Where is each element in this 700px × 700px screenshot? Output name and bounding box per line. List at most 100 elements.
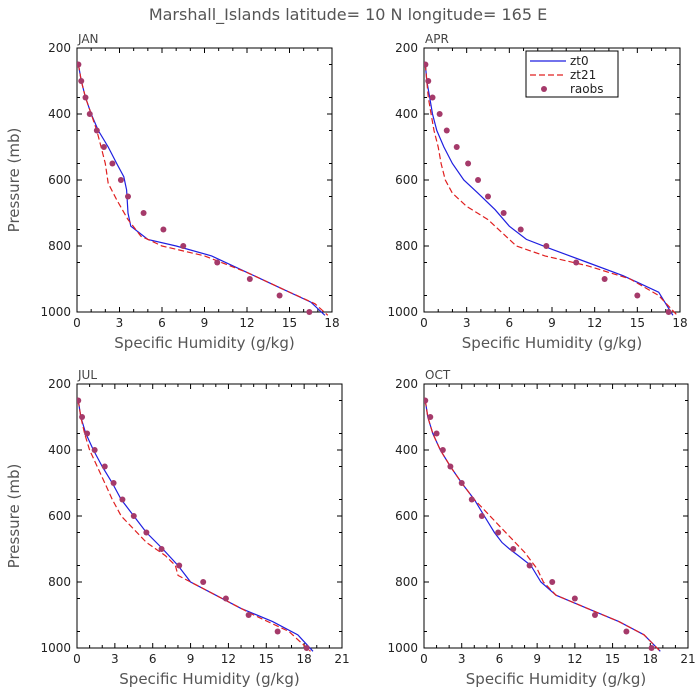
raobs-point [485,193,491,200]
raobs-point [303,645,310,651]
raobs-point [117,177,124,183]
raobs-point [468,496,475,503]
raobs-point [222,595,229,602]
zt0-line [424,64,674,316]
y-tick-label: 1000 [40,641,71,655]
raobs-point [77,397,82,404]
x-tick-label: 6 [506,316,514,330]
series-group [424,61,678,316]
raobs-point [475,177,482,183]
raobs-point [82,94,89,101]
x-tick-label: 12 [587,316,602,330]
x-tick-label: 15 [630,316,645,330]
raobs-point [125,193,131,200]
raobs-point [424,397,429,404]
raobs-point [77,61,82,68]
raobs-point [443,127,450,134]
raobs-point [101,463,108,470]
x-tick-label: 0 [420,316,428,330]
raobs-point [433,430,440,437]
x-tick-label: 9 [201,316,209,330]
raobs-point [160,226,167,233]
y-axis-label: Pressure (mb) [5,464,23,569]
y-axis-label: Pressure (mb) [5,128,23,233]
legend-marker-raobs [541,86,547,92]
panel-title: JUL [77,368,97,382]
raobs-point [436,111,443,117]
x-axis-label: Specific Humidity (g/kg) [119,670,299,688]
raobs-point [306,309,313,315]
x-tick-label: 0 [73,652,81,666]
raobs-point [571,595,578,602]
y-tick-label: 200 [48,377,71,391]
raobs-point [276,292,283,299]
y-tick-label: 600 [48,509,71,523]
raobs-point [79,414,86,420]
raobs-point [200,579,207,585]
raobs-point [143,529,150,536]
x-tick-label: 18 [672,316,687,330]
raobs-point [246,276,253,282]
series-group [424,397,661,652]
x-tick-label: 3 [463,316,471,330]
legend-label-zt21: zt21 [570,68,596,82]
y-tick-label: 200 [395,377,418,391]
raobs-point [84,430,91,437]
raobs-point [140,210,147,216]
raobs-point [158,546,165,552]
y-tick-label: 800 [395,239,418,253]
raobs-point [439,447,446,453]
x-axis-label: Specific Humidity (g/kg) [462,334,642,352]
x-tick-label: 3 [458,652,466,666]
x-tick-label: 18 [297,652,312,666]
raobs-point [623,628,630,635]
zt21-line [424,64,678,316]
raobs-point [100,144,107,150]
plot-frame [76,383,343,649]
x-tick-label: 0 [420,652,428,666]
raobs-point [86,111,93,117]
raobs-point [424,61,429,68]
zt0-line [424,400,661,652]
raobs-point [78,78,85,84]
y-tick-label: 1000 [387,305,418,319]
y-tick-label: 200 [395,41,418,55]
raobs-point [425,78,432,84]
raobs-point [109,160,116,167]
y-tick-label: 800 [48,575,71,589]
zt21-line [77,400,311,652]
x-tick-label: 0 [73,316,81,330]
y-tick-label: 600 [48,173,71,187]
raobs-point [447,463,454,470]
raobs-point [478,513,485,519]
raobs-point [648,645,655,651]
raobs-point [465,160,472,167]
x-tick-label: 18 [324,316,339,330]
zt21-line [77,64,329,316]
raobs-point [245,612,252,618]
raobs-point [517,226,524,233]
raobs-point [458,480,465,486]
panel-title: OCT [425,368,451,382]
y-tick-label: 200 [48,41,71,55]
raobs-point [93,127,100,134]
y-tick-label: 800 [395,575,418,589]
x-tick-label: 12 [221,652,236,666]
raobs-point [573,259,580,266]
x-tick-label: 9 [548,316,556,330]
panel-title: APR [425,32,449,46]
x-tick-label: 15 [605,652,620,666]
raobs-point [429,94,436,101]
x-tick-label: 21 [680,652,695,666]
zt0-line [77,64,326,316]
zt21-line [424,400,661,652]
page-title: Marshall_Islands latitude= 10 N longitud… [149,5,547,25]
y-tick-label: 400 [48,443,71,457]
raobs-point [427,414,434,420]
raobs-point [180,243,187,249]
raobs-point [91,447,98,453]
